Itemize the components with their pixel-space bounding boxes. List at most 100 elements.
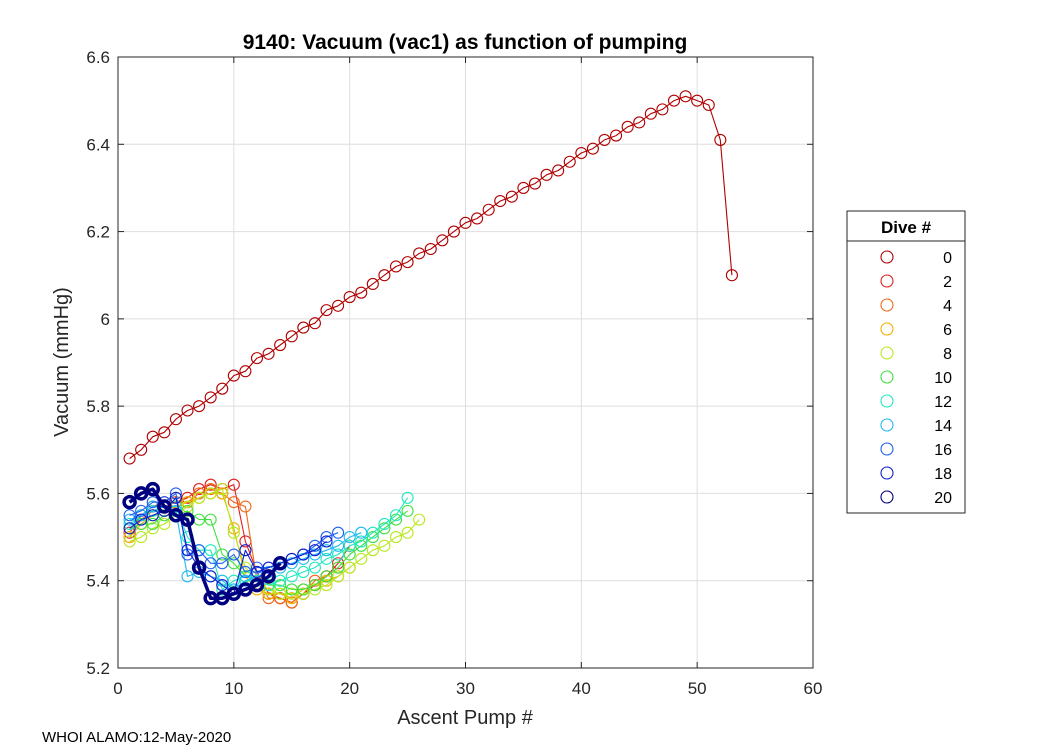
data-point xyxy=(471,212,484,225)
data-point xyxy=(505,190,518,203)
data-point xyxy=(145,481,160,497)
data-point xyxy=(239,570,252,583)
data-point xyxy=(598,133,611,146)
data-point xyxy=(320,544,333,557)
data-point xyxy=(204,391,217,404)
data-point xyxy=(227,496,240,509)
chart-title: 9140: Vacuum (vac1) as function of pumpi… xyxy=(243,31,688,54)
data-point xyxy=(378,517,391,531)
legend-entry-8: 8 xyxy=(880,346,952,363)
legend-marker xyxy=(880,370,894,384)
y-axis-label: Vacuum (mmHg) xyxy=(51,287,73,437)
data-point xyxy=(332,557,345,570)
data-point xyxy=(378,539,391,552)
data-point xyxy=(191,560,207,575)
legend-entry-6: 6 xyxy=(880,322,952,339)
y-axis: 5.2 5.4 5.6 5.8 6 6.2 6.4 6.6 xyxy=(86,48,813,678)
legend-entry-14: 14 xyxy=(880,418,952,435)
data-point xyxy=(274,338,287,352)
data-point xyxy=(216,557,229,570)
data-point xyxy=(239,500,252,513)
data-point xyxy=(447,225,460,238)
data-point xyxy=(308,548,321,561)
data-point xyxy=(262,583,275,596)
legend-entry-0: 0 xyxy=(880,250,952,267)
data-point xyxy=(424,242,437,256)
data-point xyxy=(667,94,681,107)
data-point xyxy=(332,548,345,561)
data-point xyxy=(332,299,345,312)
data-point xyxy=(285,587,298,600)
data-point xyxy=(157,499,172,514)
data-point xyxy=(123,513,136,526)
data-point xyxy=(215,590,230,606)
data-point xyxy=(193,400,206,413)
data-point xyxy=(633,116,646,129)
legend-marker xyxy=(880,418,894,432)
data-point xyxy=(135,504,148,517)
data-point xyxy=(436,234,449,247)
data-point xyxy=(366,544,379,557)
data-point xyxy=(169,413,182,426)
series-line-12 xyxy=(129,497,409,590)
data-point xyxy=(227,526,240,539)
data-point xyxy=(274,592,287,605)
data-point xyxy=(250,561,264,574)
legend-label: 0 xyxy=(943,250,952,267)
data-point xyxy=(285,583,298,596)
data-point xyxy=(226,586,242,602)
data-point xyxy=(216,483,229,496)
data-point xyxy=(320,535,333,548)
data-point xyxy=(320,570,333,583)
data-point xyxy=(123,509,136,522)
data-point xyxy=(272,556,288,571)
data-point xyxy=(123,531,136,544)
data-point xyxy=(297,565,310,579)
x-tick-label: 40 xyxy=(572,679,591,698)
data-point xyxy=(494,194,507,208)
data-point xyxy=(343,531,356,544)
data-point xyxy=(239,574,252,587)
data-point xyxy=(123,535,136,548)
data-point xyxy=(285,570,298,583)
legend-entry-20: 20 xyxy=(880,490,952,507)
data-point xyxy=(216,579,229,592)
data-point xyxy=(320,531,333,544)
data-point xyxy=(575,146,588,160)
y-tick-label: 6.2 xyxy=(86,223,110,242)
data-point xyxy=(146,522,159,535)
y-tick-label: 6 xyxy=(101,310,110,329)
legend-entry-4: 4 xyxy=(880,298,952,315)
data-point xyxy=(320,552,333,565)
data-point xyxy=(135,531,148,544)
legend-label: 6 xyxy=(943,322,952,339)
data-point xyxy=(227,478,240,491)
y-tick-label: 5.6 xyxy=(86,484,110,503)
legend-marker xyxy=(880,298,894,312)
data-point xyxy=(528,177,542,190)
x-tick-label: 60 xyxy=(804,679,823,698)
series-0 xyxy=(123,90,738,465)
legend-label: 8 xyxy=(943,346,952,363)
legend-entry-10: 10 xyxy=(880,370,952,387)
data-point xyxy=(401,526,414,539)
data-point xyxy=(204,487,217,500)
y-tick-label: 6.6 xyxy=(86,48,110,67)
data-point xyxy=(181,570,194,583)
data-point xyxy=(238,582,253,597)
data-point xyxy=(227,369,240,382)
legend-entry-12: 12 xyxy=(880,394,952,411)
data-point xyxy=(169,491,182,504)
legend-label: 20 xyxy=(934,490,952,507)
data-point xyxy=(204,478,217,491)
data-point xyxy=(181,504,194,517)
data-point xyxy=(227,574,240,587)
data-point xyxy=(168,508,184,523)
data-point xyxy=(216,382,229,395)
y-tick-label: 5.4 xyxy=(86,572,110,591)
data-point xyxy=(135,509,148,522)
data-point xyxy=(193,483,206,496)
legend-marker xyxy=(880,250,894,264)
legend-box xyxy=(846,210,966,514)
data-point xyxy=(204,570,217,583)
